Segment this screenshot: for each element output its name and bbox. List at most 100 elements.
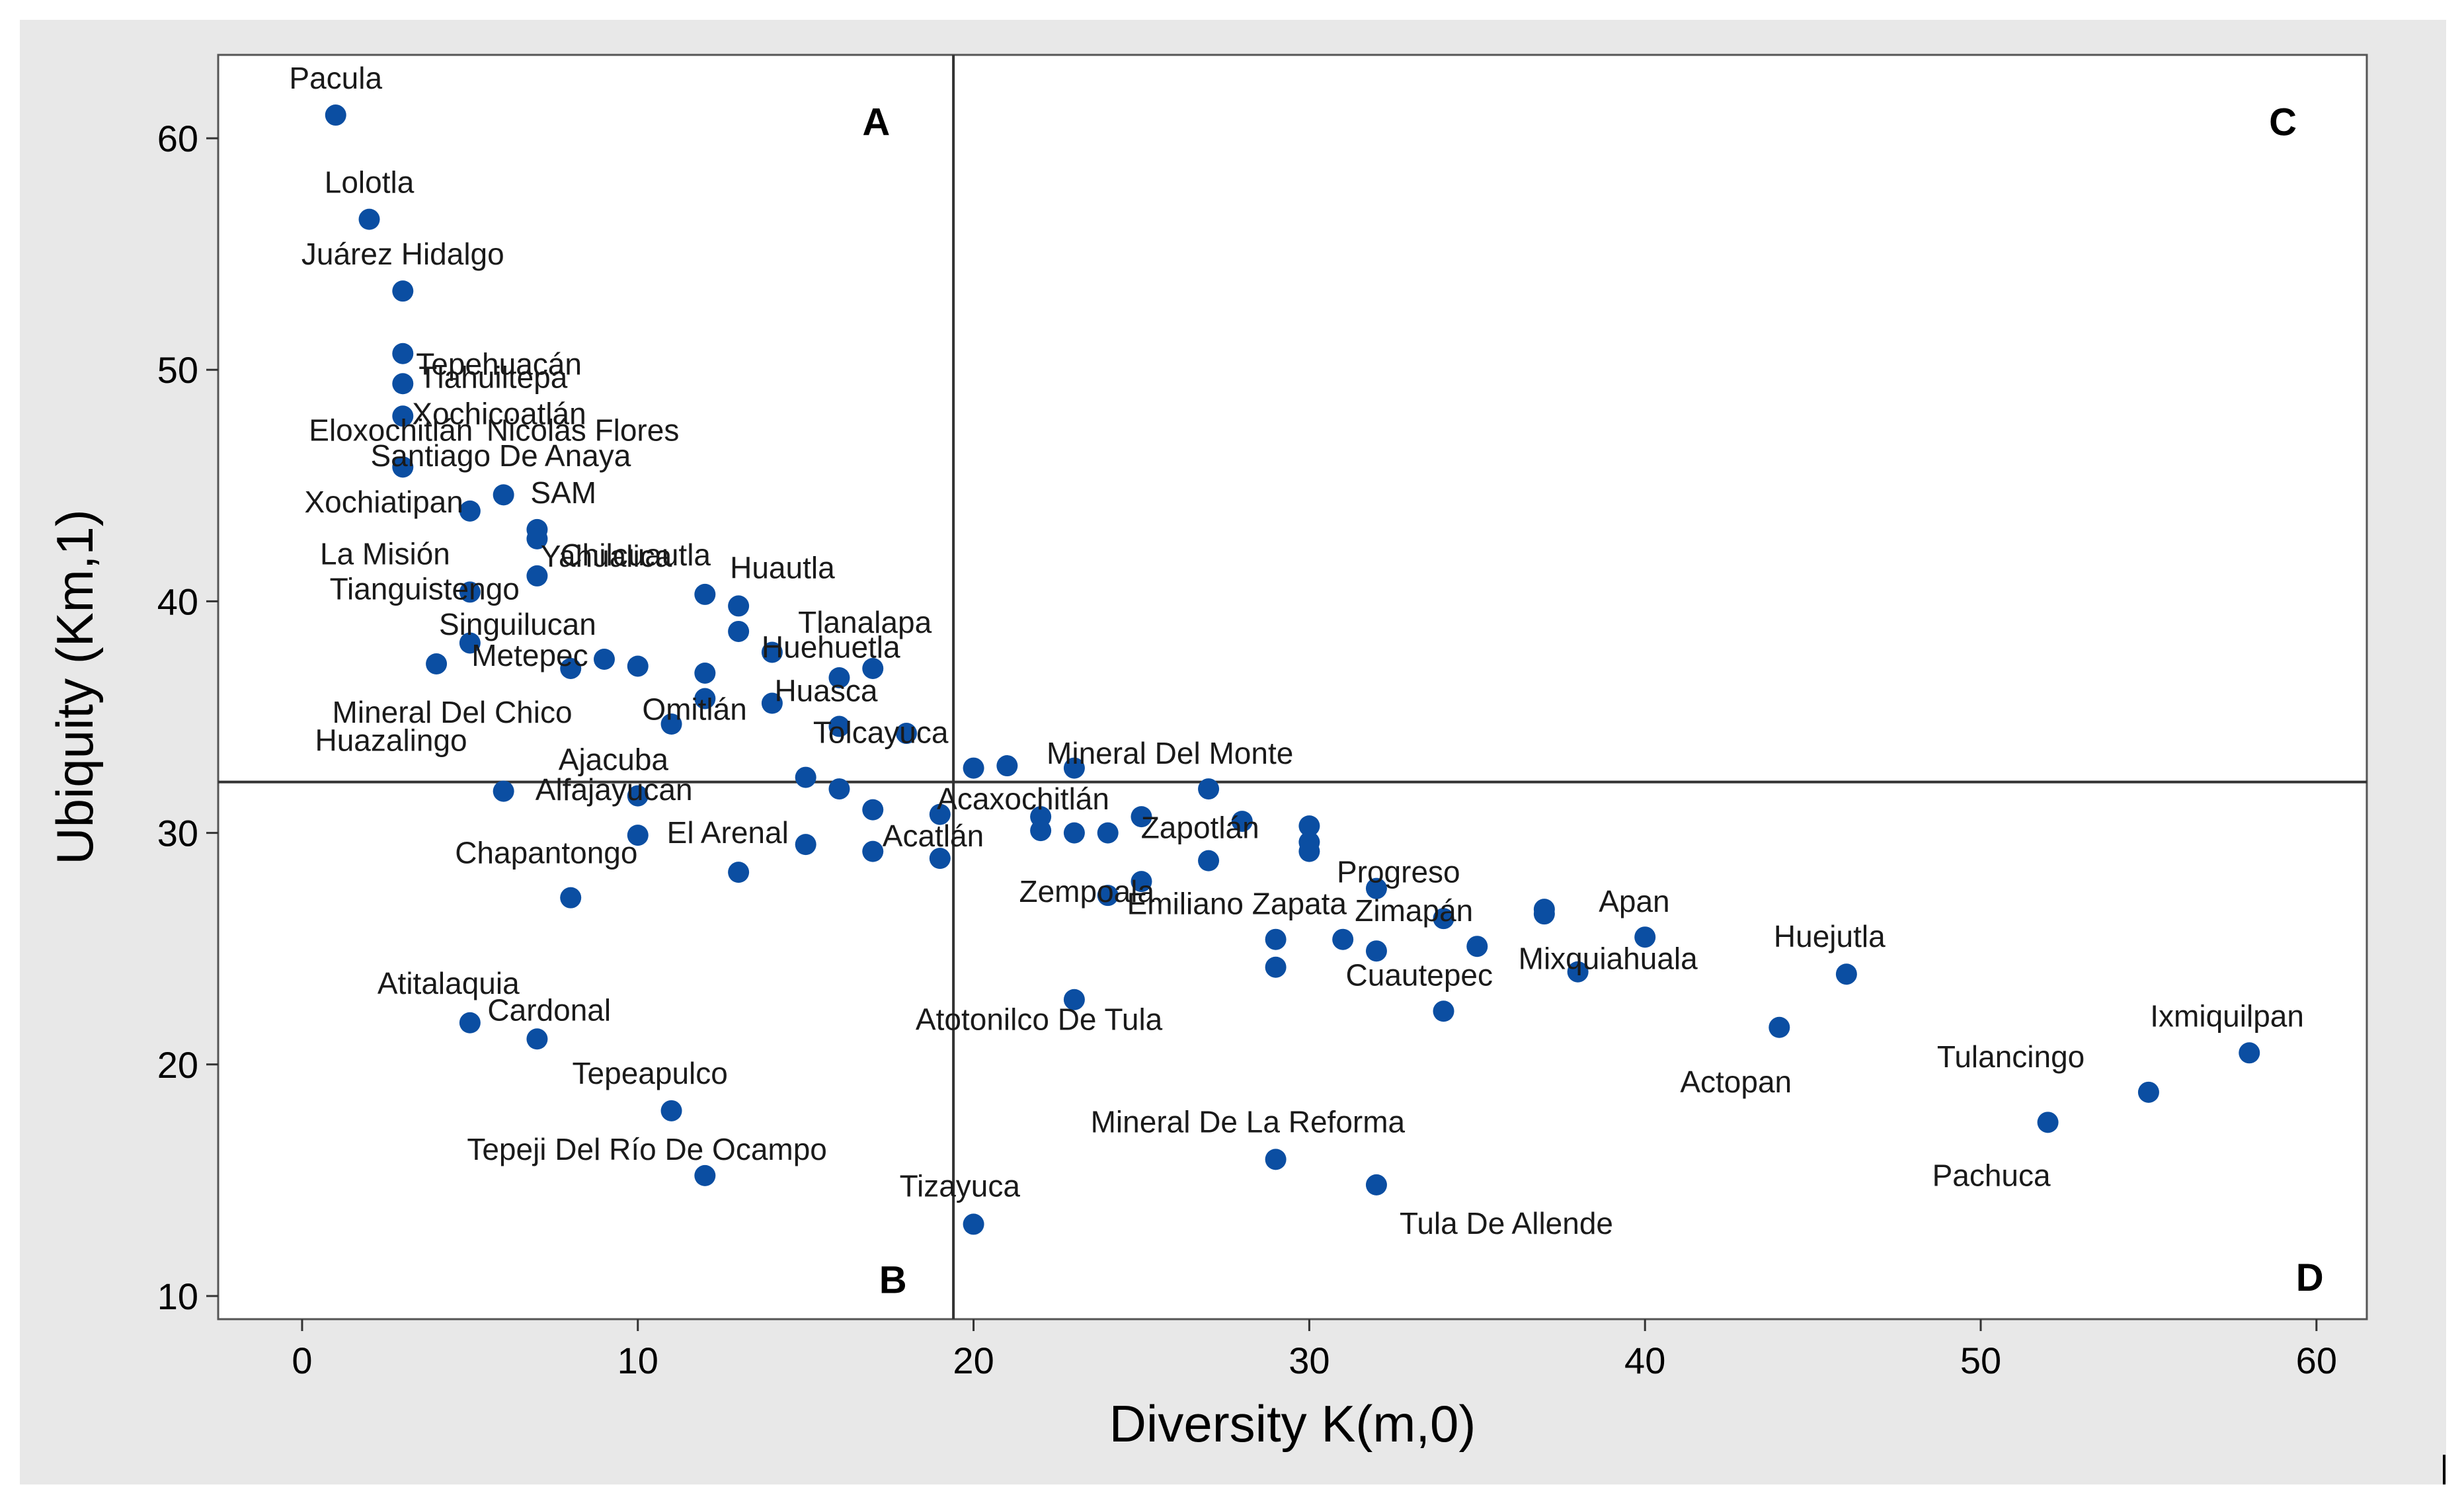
point-label: Zempoala	[1019, 874, 1154, 909]
x-tick-label: 20	[953, 1340, 994, 1381]
point-label: Progreso	[1337, 855, 1460, 889]
data-point	[963, 1213, 984, 1235]
point-label: Tepehuacán	[416, 347, 582, 382]
data-point	[1365, 1174, 1387, 1196]
data-point	[694, 662, 716, 684]
x-tick-label: 10	[617, 1340, 658, 1381]
point-label: Tepeji Del Río De Ocampo	[467, 1132, 827, 1166]
y-tick-label: 30	[157, 813, 198, 854]
data-point	[459, 500, 481, 522]
point-label: Lolotla	[325, 165, 415, 200]
data-point	[1835, 963, 1857, 985]
data-point	[828, 667, 850, 688]
data-point	[2239, 1042, 2260, 1064]
data-point	[526, 528, 548, 549]
data-point	[694, 583, 716, 605]
data-point	[1063, 757, 1085, 779]
data-point	[694, 688, 716, 710]
point-label: Tulancingo	[1937, 1039, 2085, 1074]
data-point	[761, 641, 783, 663]
point-label: Omitlán	[642, 692, 746, 727]
data-point	[459, 1012, 481, 1034]
data-point	[828, 778, 850, 800]
quadrant-label: D	[2296, 1256, 2324, 1299]
data-point	[728, 862, 750, 883]
point-label: Singuilucan	[439, 607, 596, 641]
point-label: Emiliano Zapata	[1127, 887, 1347, 921]
data-point	[761, 692, 783, 714]
point-label: Cardonal	[487, 993, 611, 1027]
x-tick-label: 50	[1960, 1340, 2001, 1381]
point-label: Tula De Allende	[1400, 1206, 1613, 1240]
point-label: El Arenal	[667, 815, 789, 850]
data-point	[560, 657, 582, 679]
data-point	[996, 755, 1018, 777]
point-label: Mixquiahuala	[1519, 942, 1698, 976]
point-label: Tizayuca	[900, 1168, 1021, 1203]
point-label: Huehuetla	[762, 629, 900, 664]
point-label: Chapantongo	[455, 836, 637, 870]
plot-area	[217, 54, 2368, 1320]
y-tick-label: 40	[157, 581, 198, 622]
point-label: Zimapán	[1355, 893, 1473, 928]
point-label: Mineral Del Monte	[1047, 736, 1293, 770]
data-point	[896, 723, 918, 745]
data-point	[560, 887, 582, 909]
data-point	[493, 484, 514, 506]
data-point	[694, 1164, 716, 1186]
point-label: Mineral De La Reforma	[1091, 1104, 1406, 1139]
point-label: Alfajayucan	[536, 772, 693, 807]
point-label: La Misión	[320, 536, 450, 571]
point-label: Apan	[1599, 884, 1669, 918]
data-point	[493, 780, 514, 802]
point-label: Tianguistengo	[330, 571, 520, 606]
data-point	[728, 620, 750, 642]
x-tick-label: 0	[292, 1340, 312, 1381]
x-tick-label: 30	[1289, 1340, 1330, 1381]
data-point	[1567, 961, 1589, 983]
data-point	[929, 803, 951, 825]
data-point	[392, 343, 414, 364]
x-axis-title: Diversity K(m,0)	[1109, 1395, 1476, 1453]
data-point	[1131, 871, 1152, 893]
point-label: Tlanalapa	[798, 605, 932, 639]
quadrant-label: B	[879, 1258, 907, 1301]
data-point	[593, 648, 615, 670]
point-label: Huejutla	[1774, 919, 1886, 953]
data-point	[426, 653, 448, 674]
point-label: Atotonilco De Tula	[916, 1002, 1163, 1037]
data-point	[1265, 956, 1287, 978]
point-label: Cuautepec	[1346, 957, 1493, 992]
data-point	[2137, 1081, 2159, 1103]
data-point	[1769, 1016, 1790, 1038]
data-point	[1131, 806, 1152, 828]
point-label: Acatlán	[883, 819, 984, 853]
data-point	[1097, 822, 1119, 844]
data-point	[2037, 1112, 2059, 1133]
point-label: Pachuca	[1932, 1158, 2051, 1192]
data-point	[526, 565, 548, 587]
quadrant-labels-layer: A B C D	[862, 101, 2323, 1302]
y-axis-title: Ubiquity (Km,1)	[46, 509, 104, 864]
point-label: Actopan	[1680, 1065, 1792, 1099]
y-tick-label: 10	[157, 1276, 198, 1317]
data-point	[1298, 840, 1320, 862]
data-point	[728, 595, 750, 617]
point-label: Metepec	[471, 638, 588, 672]
y-tick-label: 20	[157, 1044, 198, 1086]
data-point	[392, 280, 414, 302]
data-point	[1198, 778, 1220, 800]
data-point	[1063, 989, 1085, 1010]
point-label: Eloxochitlán	[309, 413, 473, 447]
data-point	[929, 848, 951, 870]
point-label: Xochicoatlán	[412, 396, 586, 430]
point-label: Pacula	[289, 61, 382, 95]
data-point	[627, 785, 649, 807]
point-label: Santiago De Anaya	[370, 438, 631, 473]
data-point	[660, 713, 682, 735]
y-tick-label: 60	[157, 118, 198, 159]
data-point	[1231, 811, 1253, 832]
data-point	[862, 799, 884, 821]
